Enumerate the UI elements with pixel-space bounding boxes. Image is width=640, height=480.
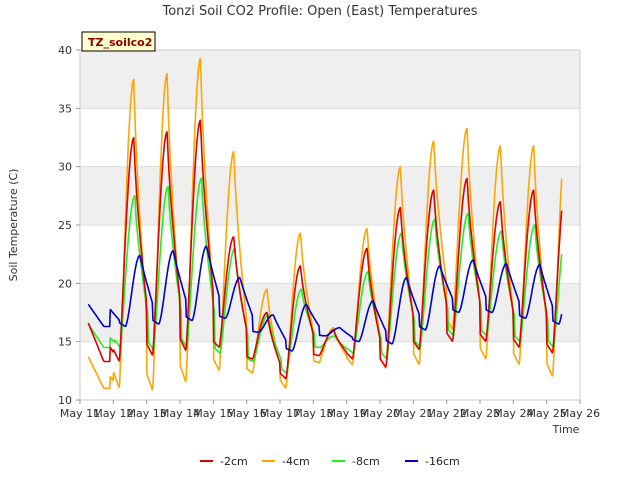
x-tick-label: May 14	[160, 407, 200, 420]
x-tick-label: May 20	[360, 407, 400, 420]
x-tick-label: May 12	[93, 407, 133, 420]
legend-label: -4cm	[282, 455, 310, 468]
x-tick-label: May 18	[293, 407, 333, 420]
x-tick-label: May 24	[493, 407, 533, 420]
x-tick-label: May 25	[527, 407, 567, 420]
x-tick-label: May 13	[127, 407, 167, 420]
y-tick-label: 40	[58, 44, 72, 57]
series-line-neg2cm	[87, 119, 563, 380]
x-tick-label: May 23	[460, 407, 500, 420]
chart-badge-box	[81, 31, 156, 52]
y-tick-label: 10	[58, 394, 72, 407]
x-tick-label: May 21	[393, 407, 433, 420]
chart-title: Tonzi Soil CO2 Profile: Open (East) Temp…	[161, 4, 477, 19]
x-tick-label: May 16	[227, 407, 267, 420]
x-tick-label: May 19	[327, 407, 367, 420]
y-tick-label: 25	[58, 219, 72, 232]
chart-badge: TZ_soilco2	[88, 36, 152, 49]
y-tick-label: 20	[58, 277, 72, 290]
y-tick-label: 35	[58, 102, 72, 115]
y-tick-label: 30	[58, 161, 72, 174]
y-tick-label: 15	[58, 336, 72, 349]
x-tick-label: May 15	[193, 407, 233, 420]
x-tick-label: May 17	[260, 407, 300, 420]
series-line-neg16cm	[87, 245, 563, 352]
legend-label: -8cm	[352, 455, 380, 468]
legend-label: -2cm	[220, 455, 248, 468]
y-axis-title: Soil Temperature (C)	[7, 169, 20, 282]
plot-band	[80, 50, 580, 109]
x-tick-label: May 11	[60, 407, 100, 420]
x-tick-label: May 26	[560, 407, 600, 420]
x-axis-title: Time	[552, 423, 580, 436]
legend-label: -16cm	[425, 455, 460, 468]
x-tick-label: May 22	[427, 407, 467, 420]
series-line-neg4cm	[87, 57, 563, 391]
